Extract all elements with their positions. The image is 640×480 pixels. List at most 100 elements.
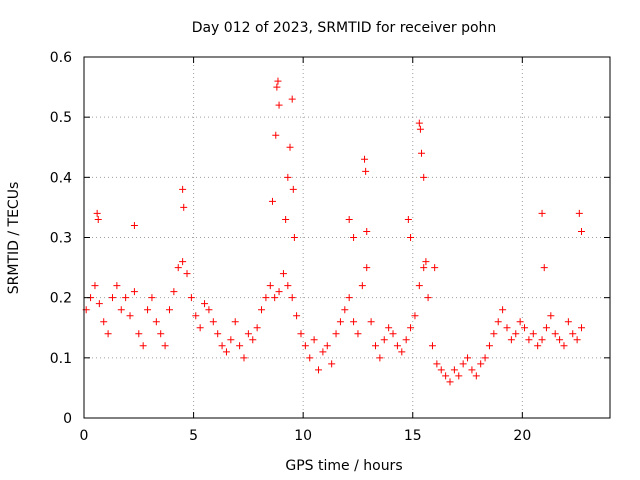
data-point — [404, 215, 412, 223]
data-point — [288, 294, 296, 302]
data-point — [529, 330, 537, 338]
data-point — [179, 258, 187, 266]
data-point — [459, 360, 467, 368]
data-point — [271, 294, 279, 302]
data-point — [157, 330, 165, 338]
x-axis-label: GPS time / hours — [285, 458, 402, 474]
data-point — [420, 264, 428, 272]
data-point — [126, 312, 134, 320]
data-point — [521, 324, 529, 332]
data-point — [100, 318, 108, 326]
data-point — [122, 294, 130, 302]
data-point — [490, 330, 498, 338]
data-point — [288, 95, 296, 103]
data-point — [538, 209, 546, 217]
data-point — [187, 294, 195, 302]
data-point — [402, 336, 410, 344]
data-point — [350, 318, 358, 326]
data-point — [289, 185, 297, 193]
data-point — [472, 372, 480, 380]
data-point — [165, 306, 173, 314]
data-point — [547, 312, 555, 320]
data-point — [407, 324, 415, 332]
data-point — [431, 264, 439, 272]
data-point — [422, 258, 430, 266]
data-point — [323, 342, 331, 350]
data-point — [494, 318, 502, 326]
data-point — [214, 330, 222, 338]
data-point — [236, 342, 244, 350]
data-point — [361, 155, 369, 163]
y-tick-label: 0 — [63, 411, 72, 427]
data-point — [525, 336, 533, 344]
data-point — [411, 312, 419, 320]
data-point — [551, 330, 559, 338]
x-tick-label: 20 — [513, 428, 531, 444]
data-point — [174, 264, 182, 272]
x-tick-label: 15 — [404, 428, 422, 444]
data-point — [319, 348, 327, 356]
data-point — [485, 342, 493, 350]
y-tick-label: 0.5 — [50, 110, 72, 126]
grid-layer — [84, 57, 610, 418]
data-point — [542, 324, 550, 332]
data-point — [418, 149, 426, 157]
data-point — [275, 101, 283, 109]
data-point — [420, 173, 428, 181]
data-points — [82, 77, 586, 386]
data-point — [170, 288, 178, 296]
data-point — [268, 197, 276, 205]
data-point — [499, 306, 507, 314]
x-tick-label: 10 — [294, 428, 312, 444]
data-point — [328, 360, 336, 368]
data-point — [272, 131, 280, 139]
data-point — [416, 125, 424, 133]
data-point — [222, 348, 230, 356]
data-point — [117, 306, 125, 314]
data-point — [398, 348, 406, 356]
y-axis-label: SRMTID / TECUs — [6, 182, 22, 295]
data-point — [358, 282, 366, 290]
data-point — [540, 264, 548, 272]
data-point — [380, 336, 388, 344]
data-point — [290, 234, 298, 241]
data-point — [93, 209, 101, 217]
data-point — [231, 318, 239, 326]
axis-ticks: 0 5 10 15 20 0 0.1 0.2 0.3 0.4 0.5 0.6 — [50, 50, 610, 444]
data-point — [578, 227, 586, 235]
data-point — [183, 270, 191, 278]
data-point — [209, 318, 217, 326]
data-point — [437, 366, 445, 374]
x-tick-label: 5 — [189, 428, 198, 444]
data-point — [538, 336, 546, 344]
plot-frame — [83, 56, 611, 419]
data-point — [481, 354, 489, 362]
data-point — [284, 282, 292, 290]
data-point — [205, 306, 213, 314]
data-point — [363, 227, 371, 235]
data-point — [113, 282, 121, 290]
data-point — [350, 234, 358, 241]
data-point — [376, 354, 384, 362]
data-point — [564, 318, 572, 326]
data-point — [253, 324, 261, 332]
data-point — [569, 330, 577, 338]
data-point — [371, 342, 379, 350]
data-point — [301, 342, 309, 350]
data-point — [560, 342, 568, 350]
data-point — [512, 330, 520, 338]
data-point — [293, 312, 301, 320]
y-tick-label: 0.6 — [50, 50, 72, 66]
data-point — [180, 203, 188, 211]
data-point — [218, 342, 226, 350]
data-point — [415, 282, 423, 290]
data-point — [332, 330, 340, 338]
data-point — [428, 342, 436, 350]
x-tick-label: 0 — [80, 428, 89, 444]
y-tick-label: 0.4 — [50, 170, 72, 186]
data-point — [240, 354, 248, 362]
data-point — [244, 330, 252, 338]
data-point — [179, 185, 187, 193]
data-point — [108, 294, 116, 302]
data-point — [95, 300, 103, 308]
